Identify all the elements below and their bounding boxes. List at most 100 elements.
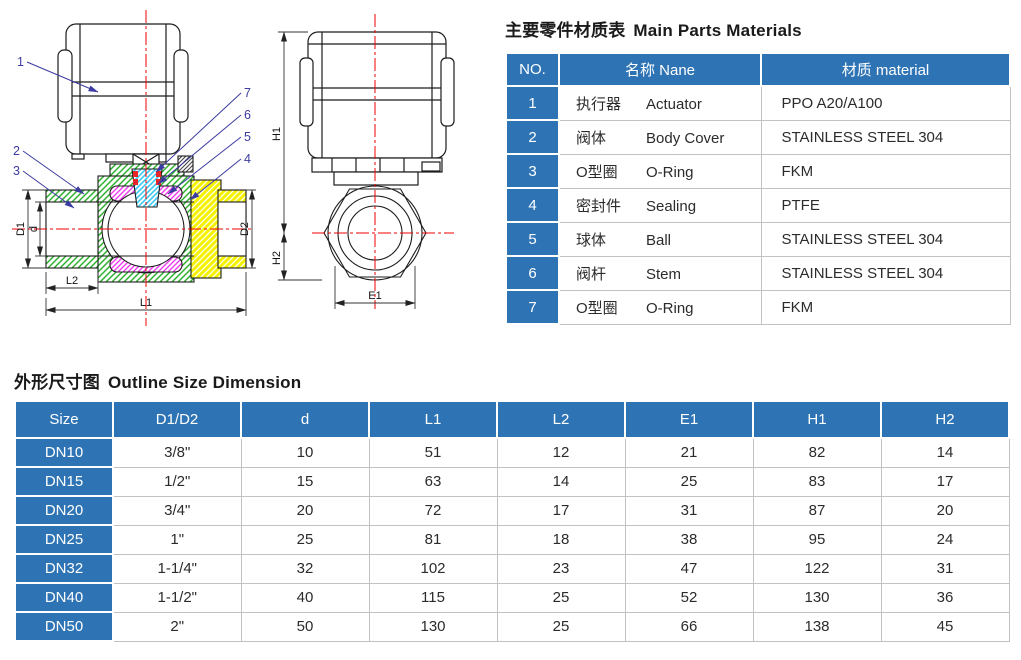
stem-packing-hatch bbox=[177, 155, 194, 173]
dimensions-row: DN32 1-1/4" 32 102 23 47 122 31 bbox=[14, 553, 1010, 584]
dim-cell: 12 bbox=[496, 437, 626, 468]
part-name-cn: 阀杆 bbox=[576, 265, 607, 283]
size-cell: DN50 bbox=[14, 611, 114, 642]
size-cell: DN40 bbox=[14, 582, 114, 613]
dim-label-h2: H2 bbox=[271, 251, 283, 265]
materials-name-cell: 执行器 Actuator bbox=[558, 85, 762, 121]
materials-material-cell: STAINLESS STEEL 304 bbox=[760, 221, 1011, 257]
dimensions-title-cn: 外形尺寸图 bbox=[14, 373, 100, 392]
dim-cell: 23 bbox=[496, 553, 626, 584]
dimensions-row: DN10 3/8" 10 51 12 21 82 14 bbox=[14, 437, 1010, 468]
dim-cell: 38 bbox=[624, 524, 754, 555]
dim-cell: 45 bbox=[880, 611, 1010, 642]
dim-cell: 25 bbox=[624, 466, 754, 497]
materials-name-cell: 球体 Ball bbox=[558, 221, 762, 257]
callout-6: 6 bbox=[244, 108, 251, 122]
dim-cell: 87 bbox=[752, 495, 882, 526]
part-name-cn: 密封件 bbox=[576, 197, 622, 215]
materials-row: 5 球体 Ball STAINLESS STEEL 304 bbox=[505, 221, 1011, 257]
part-name-en: Actuator bbox=[646, 95, 702, 113]
dim-cell: 50 bbox=[240, 611, 370, 642]
materials-no-cell: 4 bbox=[505, 187, 560, 223]
part-name-cn: O型圈 bbox=[576, 299, 618, 317]
dim-cell: 81 bbox=[368, 524, 498, 555]
part-name-en: Stem bbox=[646, 265, 682, 283]
materials-no-cell: 2 bbox=[505, 119, 560, 155]
materials-name-cell: O型圈 O-Ring bbox=[558, 289, 762, 325]
dimensions-row: DN20 3/4" 20 72 17 31 87 20 bbox=[14, 495, 1010, 526]
dim-label-e1: E1 bbox=[368, 290, 381, 302]
centerlines bbox=[12, 10, 252, 326]
materials-name-cell: 阀杆 Stem bbox=[558, 255, 762, 291]
dim-col-h2: H2 bbox=[880, 400, 1010, 439]
callout-1: 1 bbox=[17, 55, 24, 69]
dim-cell: 2" bbox=[112, 611, 242, 642]
materials-header-row: NO. 名称 Nane 材质 material bbox=[505, 52, 1011, 87]
dimensions-title-en: Outline Size Dimension bbox=[108, 373, 302, 392]
dim-cell: 1/2" bbox=[112, 466, 242, 497]
dim-cell: 122 bbox=[752, 553, 882, 584]
dim-cell: 83 bbox=[752, 466, 882, 497]
dim-cell: 52 bbox=[624, 582, 754, 613]
callout-5: 5 bbox=[244, 130, 251, 144]
materials-table: NO. 名称 Nane 材质 material 1 执行器 Actuator PP… bbox=[505, 52, 1011, 325]
materials-no-cell: 6 bbox=[505, 255, 560, 291]
dim-cell: 1-1/2" bbox=[112, 582, 242, 613]
dim-col-l1: L1 bbox=[368, 400, 498, 439]
callout-4: 4 bbox=[244, 152, 251, 166]
dim-cell: 20 bbox=[880, 495, 1010, 526]
part-name-cn: 执行器 bbox=[576, 95, 622, 113]
materials-no-cell: 5 bbox=[505, 221, 560, 257]
dim-cell: 15 bbox=[240, 466, 370, 497]
dim-cell: 138 bbox=[752, 611, 882, 642]
dim-cell: 31 bbox=[880, 553, 1010, 584]
part-name-en: Ball bbox=[646, 231, 672, 249]
materials-material-cell: FKM bbox=[760, 289, 1011, 325]
dim-cell: 25 bbox=[496, 582, 626, 613]
dimensions-section-title: 外形尺寸图 Outline Size Dimension bbox=[14, 368, 301, 393]
materials-col-material: 材质 material bbox=[760, 52, 1011, 87]
actuator-outline bbox=[57, 23, 189, 171]
dim-label-l1: L1 bbox=[140, 297, 152, 309]
materials-name-cell: O型圈 O-Ring bbox=[558, 153, 762, 189]
dim-cell: 14 bbox=[880, 437, 1010, 468]
dim-cell: 17 bbox=[496, 495, 626, 526]
part-name-en: O-Ring bbox=[646, 163, 694, 181]
part-name-cn: 球体 bbox=[576, 231, 607, 249]
valve-side-view-drawing: H1 H2 E1 bbox=[271, 14, 455, 309]
dim-label-l2: L2 bbox=[66, 275, 78, 287]
dimension-lines-front bbox=[22, 189, 256, 316]
size-cell: DN25 bbox=[14, 524, 114, 555]
materials-name-cell: 密封件 Sealing bbox=[558, 187, 762, 223]
dim-cell: 115 bbox=[368, 582, 498, 613]
valve-front-section-drawing: D1 d D2 L2 L1 1 2 3 7 6 5 4 bbox=[12, 10, 256, 326]
materials-material-cell: STAINLESS STEEL 304 bbox=[760, 255, 1011, 291]
dim-cell: 3/4" bbox=[112, 495, 242, 526]
materials-name-cell: 阀体 Body Cover bbox=[558, 119, 762, 155]
dim-col-size: Size bbox=[14, 400, 114, 439]
materials-row: 7 O型圈 O-Ring FKM bbox=[505, 289, 1011, 325]
materials-no-cell: 7 bbox=[505, 289, 560, 325]
stem-cyan-hatch bbox=[131, 168, 163, 208]
callout-2: 2 bbox=[13, 144, 20, 158]
dim-cell: 25 bbox=[496, 611, 626, 642]
callout-7: 7 bbox=[244, 86, 251, 100]
dim-cell: 31 bbox=[624, 495, 754, 526]
dim-cell: 1-1/4" bbox=[112, 553, 242, 584]
callout-leaders bbox=[22, 61, 242, 209]
dimension-lines-side bbox=[278, 31, 416, 309]
dimensions-row: DN25 1" 25 81 18 38 95 24 bbox=[14, 524, 1010, 555]
dim-cell: 51 bbox=[368, 437, 498, 468]
materials-col-name: 名称 Nane bbox=[558, 52, 762, 87]
dim-col-e1: E1 bbox=[624, 400, 754, 439]
dim-col-h1: H1 bbox=[752, 400, 882, 439]
dim-cell: 63 bbox=[368, 466, 498, 497]
materials-row: 4 密封件 Sealing PTFE bbox=[505, 187, 1011, 223]
dimensions-row: DN50 2" 50 130 25 66 138 45 bbox=[14, 611, 1010, 642]
materials-no-cell: 3 bbox=[505, 153, 560, 189]
dim-cell: 18 bbox=[496, 524, 626, 555]
dimensions-row: DN40 1-1/2" 40 115 25 52 130 36 bbox=[14, 582, 1010, 613]
materials-row: 3 O型圈 O-Ring FKM bbox=[505, 153, 1011, 189]
dim-cell: 17 bbox=[880, 466, 1010, 497]
dim-cell: 3/8" bbox=[112, 437, 242, 468]
